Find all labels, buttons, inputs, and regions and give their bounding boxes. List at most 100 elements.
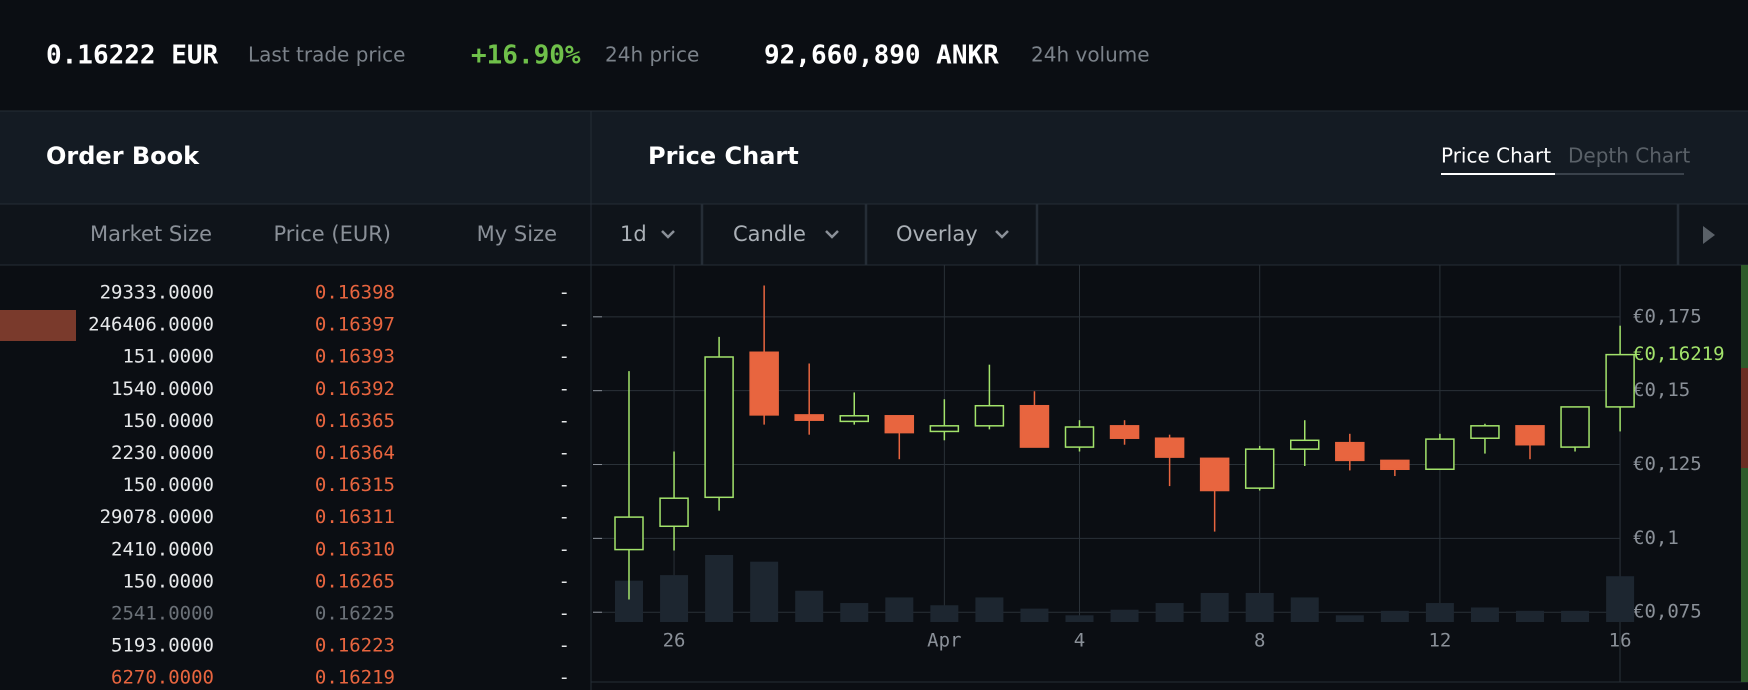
- volume-bar: [1290, 597, 1319, 622]
- change: +16.90%: [471, 41, 581, 71]
- size: 29333.0000: [100, 282, 214, 304]
- size: 151.0000: [122, 346, 214, 368]
- candle-body: [1154, 437, 1185, 458]
- price: 0.16219: [315, 667, 395, 689]
- my-size: -: [559, 442, 570, 464]
- label: 24h volume: [1031, 43, 1150, 67]
- candle-body: [1019, 404, 1050, 448]
- candle-body: [1199, 457, 1230, 492]
- volume-bar: [1561, 610, 1590, 622]
- candle-body: [704, 356, 734, 499]
- my-size: -: [559, 506, 570, 528]
- price: 0.16311: [315, 506, 395, 528]
- candle-body: [1380, 459, 1410, 470]
- price: 0.16310: [315, 538, 395, 560]
- my-size: -: [559, 314, 570, 336]
- candle-body: [884, 415, 915, 434]
- my-size: -: [559, 538, 570, 560]
- volume-bar: [1380, 610, 1409, 622]
- candle-body: [1560, 406, 1590, 448]
- volume-bar: [975, 597, 1004, 622]
- label: 24h price: [605, 43, 699, 67]
- size: 2410.0000: [111, 538, 214, 560]
- column-header: My Size: [477, 222, 557, 246]
- my-size: -: [559, 667, 570, 689]
- my-size: -: [559, 570, 570, 592]
- volume-bar: [795, 590, 824, 622]
- volume: 92,660,890 ANKR: [764, 41, 999, 71]
- price: 0.16265: [315, 570, 395, 592]
- price: 0.16223: [315, 635, 395, 657]
- header-bg: [0, 0, 1748, 111]
- label: Last trade price: [248, 43, 405, 67]
- size: 29078.0000: [100, 506, 214, 528]
- x-tick-label: 8: [1254, 630, 1265, 652]
- size: 150.0000: [122, 410, 214, 432]
- volume-bar: [705, 555, 734, 622]
- candle-body: [1290, 439, 1320, 450]
- candle-body: [1244, 448, 1275, 489]
- size: 2230.0000: [111, 442, 214, 464]
- chevron: [825, 230, 839, 239]
- y-tick-label: €0,125: [1633, 453, 1702, 475]
- price: 0.16398: [315, 282, 395, 304]
- size: 150.0000: [122, 570, 214, 592]
- tab[interactable]: Price Chart: [1441, 144, 1551, 168]
- volume-bar: [930, 605, 959, 622]
- panel-title: Order Book: [46, 142, 200, 170]
- x-tick-label: 26: [663, 630, 686, 652]
- candle-body: [929, 425, 960, 433]
- tab-underline: [1441, 173, 1555, 175]
- column-header: Market Size: [90, 222, 212, 246]
- last-price-label: €0,16219: [1633, 343, 1725, 365]
- price: 0.16392: [315, 378, 395, 400]
- volume-bar: [840, 603, 869, 622]
- candle-body: [1515, 425, 1545, 446]
- tab-underline: [1555, 173, 1684, 175]
- column-header: Price (EUR): [273, 222, 391, 246]
- volume-bar: [1245, 592, 1274, 622]
- dropdown[interactable]: Candle: [733, 222, 806, 246]
- candle-body: [1425, 438, 1455, 470]
- x-tick-label: 4: [1074, 630, 1085, 652]
- size: 5193.0000: [111, 635, 214, 657]
- my-size: -: [559, 474, 570, 496]
- volume-bar: [885, 597, 914, 622]
- price: 0.16397: [315, 314, 395, 336]
- my-size: -: [559, 378, 570, 400]
- my-size: -: [559, 282, 570, 304]
- x-tick-label: Apr: [927, 630, 961, 652]
- y-tick-label: €0,075: [1633, 601, 1702, 623]
- volume-bar: [1200, 592, 1229, 622]
- price: 0.16393: [315, 346, 395, 368]
- dropdown[interactable]: 1d: [620, 222, 647, 246]
- volume-bar: [1516, 610, 1544, 622]
- edge-bar: [1741, 265, 1748, 682]
- candle-body: [839, 415, 869, 423]
- tab[interactable]: Depth Chart: [1568, 144, 1690, 168]
- y-tick-label: €0,1: [1633, 527, 1679, 549]
- my-size: -: [559, 410, 570, 432]
- price: 0.16365: [315, 410, 395, 432]
- size: 1540.0000: [111, 378, 214, 400]
- candle-body: [974, 404, 1005, 427]
- candle-body: [749, 351, 779, 416]
- volume-bar: [1335, 615, 1364, 622]
- volume-bar: [660, 575, 689, 622]
- price: 0.16315: [315, 474, 395, 496]
- toolbar: 1d Candle Overlay: [620, 204, 1715, 265]
- play-button[interactable]: [1703, 226, 1715, 244]
- candle-body: [1470, 425, 1500, 439]
- x-tick-label: 16: [1609, 630, 1632, 652]
- price: 0.16364: [315, 442, 395, 464]
- last-price: 0.16222 EUR: [46, 41, 219, 71]
- volume-bar: [1110, 609, 1139, 622]
- volume-bar: [1065, 615, 1094, 622]
- my-size: -: [559, 635, 570, 657]
- my-size: -: [559, 603, 570, 625]
- candle-body: [1109, 425, 1140, 439]
- size: 150.0000: [122, 474, 214, 496]
- volume-bar: [1020, 608, 1049, 622]
- dropdown[interactable]: Overlay: [896, 222, 978, 246]
